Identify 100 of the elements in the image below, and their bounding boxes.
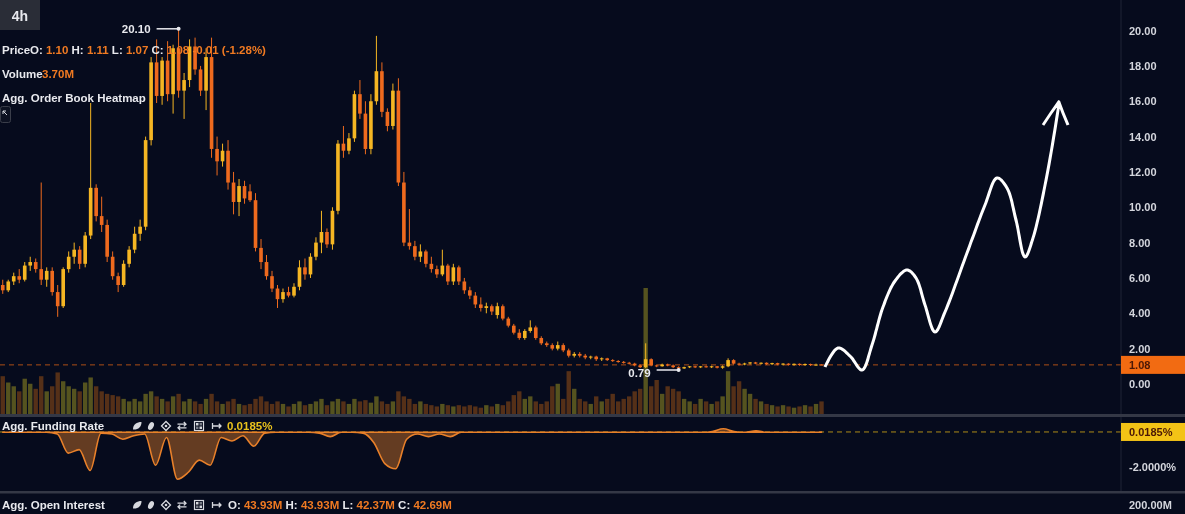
bar	[236, 403, 242, 414]
y-tick-label: 0.0185%	[1129, 425, 1173, 438]
y-tick-label: 10.00	[1129, 201, 1157, 214]
bar	[808, 406, 813, 414]
candlestick	[259, 238, 263, 270]
y-tick-label: 18.00	[1129, 59, 1157, 72]
candlestick	[66, 250, 71, 274]
text: O: 43.93M H: 43.93M L: 42.37M C: 42.69M	[228, 499, 452, 511]
annotation: Agg. Order Book Heatmap	[2, 92, 146, 104]
bar	[594, 396, 599, 414]
bar	[17, 391, 22, 414]
bar	[764, 403, 769, 414]
bar	[605, 398, 610, 414]
bar	[599, 401, 604, 414]
y-tick-label: 8.00	[1129, 236, 1151, 249]
candlestick	[50, 266, 55, 297]
bar	[659, 393, 665, 414]
bar	[341, 401, 346, 414]
bar	[758, 401, 764, 414]
annotation: 3.70M	[42, 68, 74, 80]
bar	[418, 401, 423, 414]
candlestick	[413, 240, 417, 261]
bar	[780, 405, 786, 414]
bar	[220, 403, 225, 414]
annotation: 0.0185%	[227, 420, 273, 432]
bar	[170, 396, 176, 414]
ref-line-label: 1.08	[1129, 358, 1151, 371]
candlestick	[347, 132, 351, 155]
bar	[769, 405, 775, 414]
bar	[484, 405, 489, 414]
candlestick	[435, 265, 439, 279]
bar	[572, 388, 577, 414]
bar	[802, 405, 808, 414]
bar	[698, 398, 703, 414]
candlestick	[770, 362, 774, 366]
text: Price	[2, 44, 31, 56]
text: Agg. Open Interest	[2, 499, 106, 511]
y-tick-label: 2.00	[1129, 342, 1151, 355]
bar	[154, 396, 159, 414]
bar	[813, 403, 819, 414]
bar	[286, 406, 291, 414]
bar	[280, 403, 286, 414]
candlestick	[44, 266, 49, 288]
chart-title: Agg. Funding Rate	[2, 420, 105, 432]
candlestick	[314, 236, 318, 261]
candlestick	[127, 245, 131, 268]
candlestick	[39, 182, 44, 286]
bar	[165, 401, 170, 414]
candlestick	[303, 258, 307, 281]
bar	[0, 376, 5, 414]
candlestick	[457, 265, 461, 286]
bar	[324, 405, 330, 414]
candlestick	[72, 242, 76, 265]
annotation: 0.79	[628, 367, 651, 379]
bar	[44, 391, 49, 414]
candlestick	[237, 178, 241, 217]
bar	[203, 398, 209, 414]
y-tick-label: 16.00	[1129, 95, 1157, 108]
annotation: 20.10	[121, 22, 151, 35]
candlestick	[281, 288, 285, 304]
bar	[495, 403, 500, 414]
candlestick	[22, 261, 27, 282]
bar	[302, 405, 308, 414]
candlestick	[682, 366, 686, 370]
candlestick	[215, 136, 219, 176]
bar	[786, 406, 791, 414]
y-tick-label: 14.00	[1129, 130, 1157, 143]
candlestick	[138, 219, 142, 242]
bar	[561, 398, 566, 414]
bar	[588, 403, 593, 414]
candlestick	[446, 263, 450, 286]
bar	[489, 406, 495, 414]
y-tick-label: 12.00	[1129, 165, 1157, 178]
bar	[55, 372, 60, 414]
candlestick	[270, 270, 274, 293]
bar	[176, 393, 181, 414]
candlestick	[814, 363, 818, 367]
candlestick	[116, 272, 120, 293]
chart-title: Volume	[2, 68, 43, 80]
bar	[451, 406, 456, 414]
bar	[11, 386, 16, 414]
bar	[703, 401, 709, 414]
text: 200.00M	[1129, 499, 1172, 511]
bar	[77, 391, 82, 414]
bar	[775, 406, 780, 414]
candlestick	[182, 72, 186, 120]
bar	[440, 403, 445, 414]
bar	[50, 386, 55, 414]
candlestick	[55, 284, 60, 318]
bar	[566, 371, 571, 414]
y-tick-label: -2.0000%	[1129, 461, 1177, 474]
candlestick	[248, 183, 252, 203]
candlestick	[325, 227, 329, 249]
bar	[6, 382, 11, 414]
y-tick-label: 4.00	[1129, 307, 1151, 320]
bar	[159, 398, 165, 414]
y-tick-label: 6.00	[1129, 271, 1151, 284]
bar	[714, 401, 720, 414]
bar	[797, 406, 802, 414]
candlestick	[781, 362, 785, 366]
